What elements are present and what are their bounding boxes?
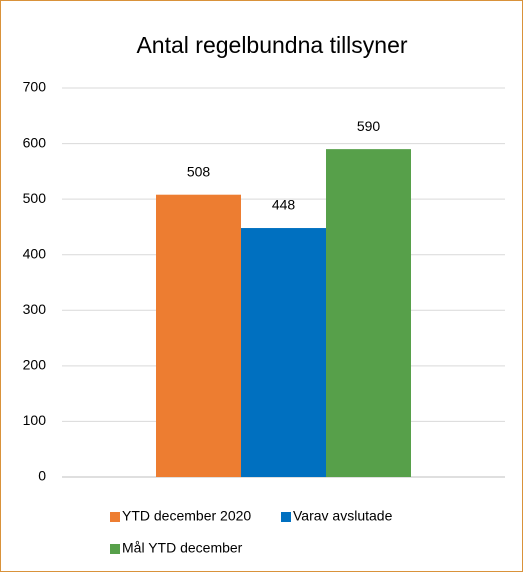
legend-swatch <box>281 512 291 522</box>
legend-label: Mål YTD december <box>122 540 243 556</box>
data-label: 448 <box>272 197 296 213</box>
y-tick-label: 200 <box>23 357 47 373</box>
data-label: 590 <box>357 118 381 134</box>
legend-swatch <box>110 512 120 522</box>
bar <box>326 149 411 477</box>
data-label: 508 <box>187 163 211 179</box>
bar <box>241 228 326 477</box>
legend-label: YTD december 2020 <box>122 508 251 524</box>
y-tick-label: 0 <box>38 468 46 484</box>
y-tick-label: 400 <box>23 245 47 261</box>
y-tick-label: 500 <box>23 190 47 206</box>
y-tick-label: 300 <box>23 301 47 317</box>
y-tick-label: 100 <box>23 412 47 428</box>
legend-label: Varav avslutade <box>293 508 393 524</box>
y-tick-label: 600 <box>23 134 47 150</box>
legend-swatch <box>110 544 120 554</box>
chart-title: Antal regelbundna tillsyner <box>136 32 407 58</box>
bar <box>156 194 241 477</box>
y-tick-label: 700 <box>23 79 47 95</box>
